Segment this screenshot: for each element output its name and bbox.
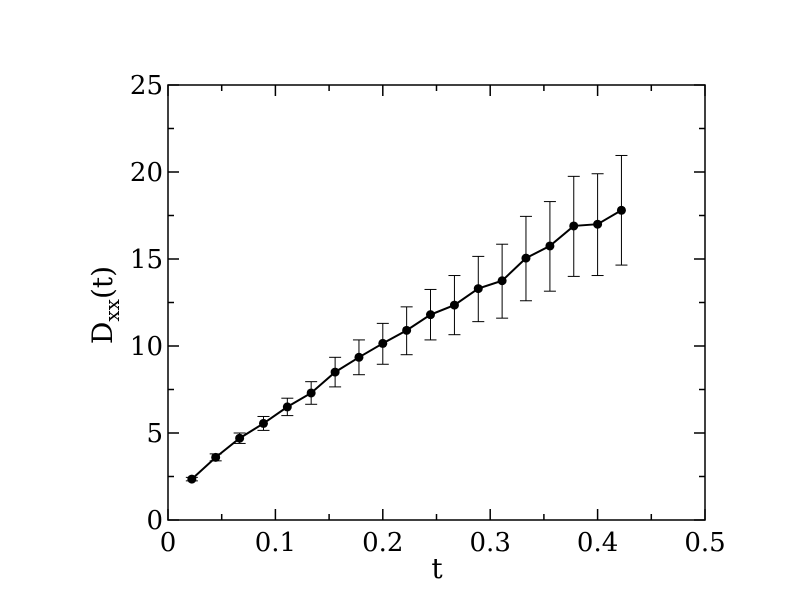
x-tick-label: 0.2 <box>362 528 403 558</box>
data-point <box>569 221 579 231</box>
data-point <box>497 276 507 286</box>
data-point <box>521 253 531 263</box>
data-point <box>593 219 603 229</box>
x-tick-labels: 0 0.1 0.2 0.3 0.4 0.5 <box>160 528 726 558</box>
data-point <box>354 352 364 362</box>
y-axis-label: Dxx(t) <box>86 266 124 344</box>
x-tick-label: 0.5 <box>684 528 725 558</box>
y-axis-label-argument: (t) <box>86 266 119 299</box>
y-tick-label: 15 <box>130 245 163 275</box>
data-point <box>425 310 435 320</box>
data-point <box>545 241 555 251</box>
data-point <box>616 205 626 215</box>
data-point <box>258 418 268 428</box>
data-point <box>378 338 388 348</box>
plot-frame <box>167 84 706 521</box>
data-point <box>211 452 221 462</box>
data-point <box>282 402 292 412</box>
x-tick-label: 0.4 <box>577 528 618 558</box>
tick-marks <box>167 84 706 521</box>
y-tick-label: 0 <box>146 506 163 536</box>
data-point <box>187 474 197 484</box>
data-point <box>402 325 412 335</box>
data-point <box>473 284 483 294</box>
error-bars <box>185 154 628 482</box>
y-tick-label: 10 <box>130 332 163 362</box>
y-axis-label-subscript: xx <box>100 298 124 321</box>
y-axis-label-main: D <box>86 322 119 344</box>
y-tick-label: 25 <box>130 71 163 101</box>
y-tick-label: 5 <box>146 419 163 449</box>
data-points <box>187 205 626 484</box>
data-point <box>449 300 459 310</box>
y-tick-labels: 0 5 10 15 20 25 <box>130 71 163 536</box>
x-tick-label: 0 <box>160 528 177 558</box>
data-point <box>235 433 245 443</box>
x-tick-label: 0.3 <box>470 528 511 558</box>
data-point <box>306 388 316 398</box>
x-axis-label: t <box>431 552 443 585</box>
x-tick-label: 0.1 <box>255 528 296 558</box>
data-point <box>330 367 340 377</box>
y-tick-label: 20 <box>130 158 163 188</box>
